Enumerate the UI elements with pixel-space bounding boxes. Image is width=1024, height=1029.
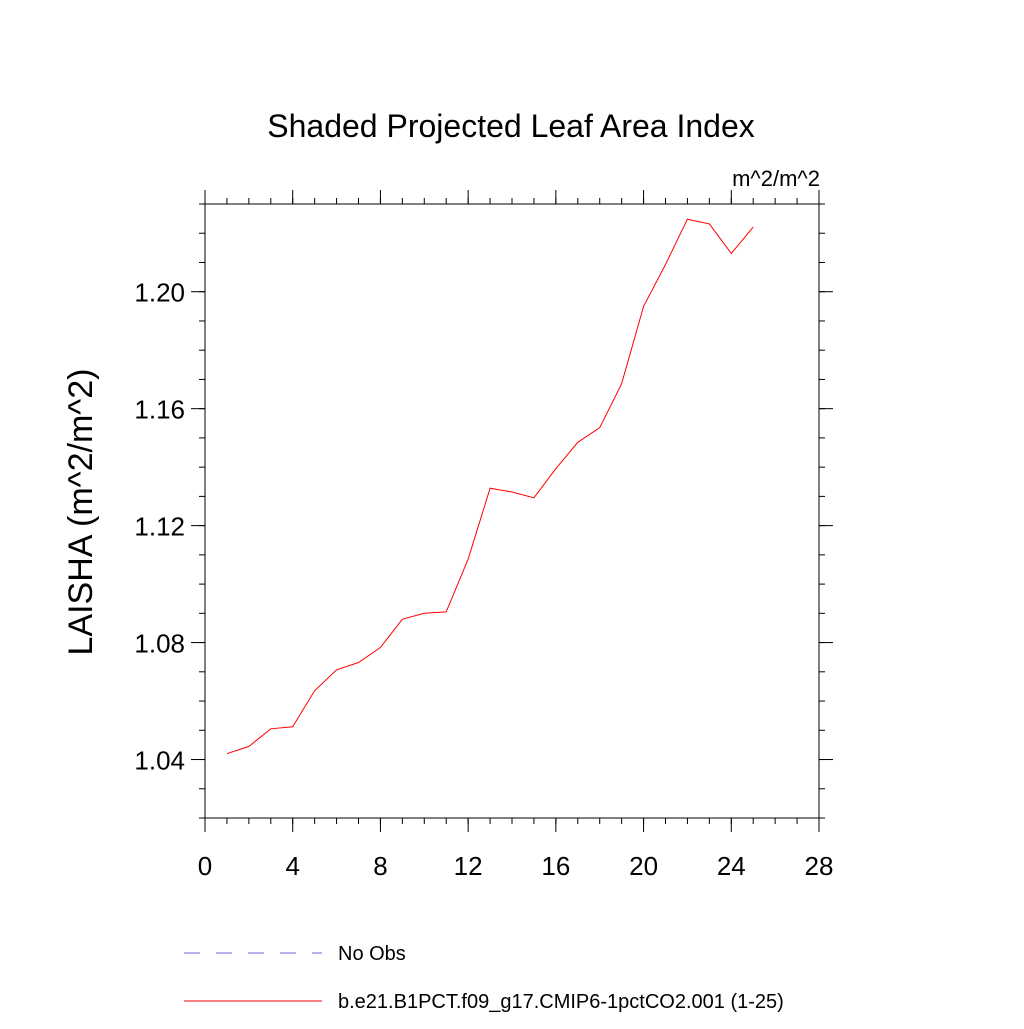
y-tick-label: 1.16	[134, 395, 185, 425]
y-tick-label: 1.04	[134, 746, 185, 776]
legend-label: b.e21.B1PCT.f09_g17.CMIP6-1pctCO2.001 (1…	[338, 991, 784, 1013]
x-tick-label: 12	[454, 851, 483, 881]
y-tick-labels: 1.04 1.08 1.12 1.16 1.20	[134, 278, 185, 776]
x-tick-label: 8	[373, 851, 387, 881]
y-tick-label: 1.08	[134, 629, 185, 659]
legend: No Obs b.e21.B1PCT.f09_g17.CMIP6-1pctCO2.…	[184, 943, 784, 1013]
plot-frame	[204, 203, 820, 819]
axis-ticks	[191, 190, 833, 832]
y-tick-label: 1.12	[134, 512, 185, 542]
x-tick-label: 4	[285, 851, 299, 881]
y-tick-label: 1.20	[134, 278, 185, 308]
x-tick-label: 16	[541, 851, 570, 881]
units-label: m^2/m^2	[732, 166, 820, 191]
chart-title: Shaded Projected Leaf Area Index	[267, 108, 754, 144]
x-tick-label: 0	[198, 851, 212, 881]
y-axis-label: LAISHA (m^2/m^2)	[62, 369, 100, 656]
x-tick-labels: 0 4 8 12 16 20 24 28	[198, 851, 834, 881]
series-line	[226, 218, 754, 755]
series-layer	[226, 218, 754, 755]
x-tick-label: 20	[629, 851, 658, 881]
x-tick-label: 24	[717, 851, 746, 881]
legend-label: No Obs	[338, 943, 406, 965]
x-tick-label: 28	[805, 851, 834, 881]
